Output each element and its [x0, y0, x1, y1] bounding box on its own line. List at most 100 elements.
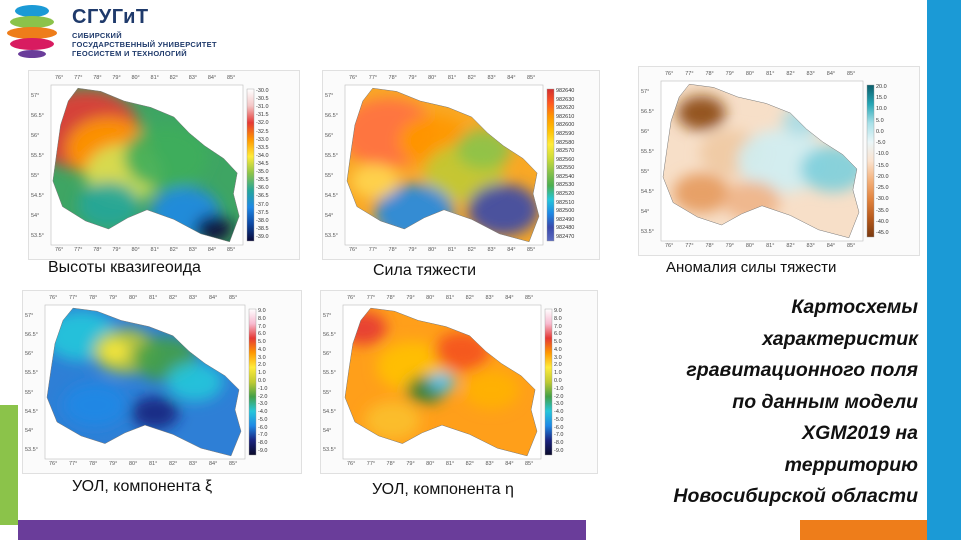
- longitude-tick: 76°: [665, 71, 674, 77]
- longitude-tick: 76°: [347, 295, 356, 301]
- brand-line: ГОСУДАРСТВЕННЫЙ УНИВЕРСИТЕТ: [72, 40, 217, 49]
- colorbar-label: 1.0: [554, 370, 562, 377]
- latitude-tick: 56.5°: [325, 113, 338, 119]
- longitude-tick: 78°: [388, 247, 397, 253]
- latitude-tick: 55.5°: [31, 153, 44, 159]
- longitude-tick: 83°: [188, 75, 198, 81]
- map-caption: Сила тяжести: [373, 262, 477, 279]
- colorbar-label: -6.0: [554, 424, 564, 431]
- colorbar-label: 10.0: [876, 106, 887, 113]
- colorbar-label: 0.0: [876, 128, 884, 135]
- colorbar-label: 15.0: [876, 95, 887, 102]
- longitude-tick: 85°: [227, 75, 236, 81]
- colorbar-label: 982580: [556, 139, 575, 146]
- latitude-tick: 57°: [325, 93, 334, 99]
- colorbar-label: -38.5: [256, 225, 269, 232]
- longitude-tick: 81°: [766, 243, 775, 249]
- colorbar-label: -36.5: [256, 193, 269, 200]
- region-fill: [347, 88, 539, 242]
- colorbar-label: -4.0: [554, 409, 564, 416]
- colorbar-label: 3.0: [554, 354, 562, 361]
- latitude-tick: 53.5°: [31, 233, 44, 239]
- longitude-tick: 76°: [49, 295, 58, 301]
- longitude-tick: 83°: [485, 295, 494, 301]
- colorbar-label: 2.0: [258, 362, 266, 369]
- longitude-tick: 78°: [388, 75, 397, 81]
- map-panel-deflection-eta: 9.0 8.0 7.0 6.0 5.0 4.0 3.0 2.0 1.0 0.0 -1.0 -2.0 -3…: [320, 290, 598, 474]
- longitude-tick: 83°: [189, 461, 198, 467]
- colorbar-label: 9.0: [554, 308, 562, 314]
- longitude-tick: 83°: [487, 75, 496, 81]
- colorbar-label: -31.0: [256, 104, 269, 111]
- longitude-tick: 85°: [527, 75, 536, 81]
- longitude-tick: 80°: [426, 295, 435, 301]
- colorbar-label: -1.0: [554, 385, 564, 392]
- region-outline: [52, 87, 240, 243]
- colorbar-label: -7.0: [258, 432, 268, 439]
- longitude-tick: 82°: [467, 75, 476, 81]
- title-line: Новосибирской области: [673, 485, 918, 507]
- longitude-tick: 82°: [786, 243, 795, 249]
- map-caption: УОЛ, компонента ξ: [72, 478, 213, 495]
- colorbar-label: 4.0: [258, 346, 266, 353]
- colorbar-label: 982470: [556, 234, 575, 240]
- longitude-tick: 77°: [368, 75, 378, 81]
- longitude-tick: 76°: [49, 461, 58, 467]
- map-panel-quasigeoid: -30.0 -30.5 -31.0 -31.5 -32.0 -32.5 -33.0 -33.5…: [28, 70, 300, 260]
- longitude-tick: 82°: [169, 461, 178, 467]
- latitude-tick: 57°: [641, 89, 650, 95]
- region-outline: [662, 83, 860, 239]
- longitude-tick: 85°: [229, 461, 238, 467]
- longitude-tick: 84°: [505, 295, 514, 301]
- right-accent-stripe: [927, 0, 961, 520]
- colorbar-label: -33.5: [256, 144, 269, 151]
- title-line: территорию: [784, 453, 918, 476]
- longitude-tick: 85°: [525, 295, 534, 301]
- field-blob: [63, 382, 127, 428]
- latitude-tick: 56°: [323, 351, 332, 358]
- longitude-tick: 76°: [55, 75, 64, 81]
- field-blob: [131, 396, 179, 430]
- longitude-tick: 84°: [207, 75, 217, 81]
- colorbar: [546, 88, 555, 242]
- longitude-tick: 81°: [447, 75, 457, 81]
- colorbar-label: -4.0: [258, 409, 268, 416]
- slide-title: Картосхемы характеристик гравитационного…: [610, 292, 918, 513]
- longitude-tick: 85°: [229, 295, 238, 301]
- longitude-tick: 76°: [349, 247, 358, 253]
- longitude-tick: 77°: [74, 247, 83, 253]
- colorbar-label: -10.0: [876, 151, 889, 158]
- longitude-tick: 82°: [465, 461, 474, 467]
- colorbar-label: -33.0: [256, 136, 269, 143]
- latitude-tick: 54°: [31, 213, 40, 219]
- latitude-tick: 54°: [323, 427, 332, 434]
- longitude-tick: 79°: [408, 75, 417, 81]
- colorbar-label: 982640: [556, 88, 575, 94]
- longitude-tick: 81°: [445, 461, 455, 467]
- colorbar-label: 2.0: [554, 362, 562, 369]
- field-blob: [77, 181, 140, 229]
- longitude-tick: 76°: [349, 75, 358, 81]
- colorbar-label: -40.0: [876, 218, 889, 225]
- colorbar-label: -30.0: [876, 196, 889, 203]
- colorbar-label: -38.0: [256, 217, 269, 224]
- colorbar-label: -30.5: [256, 96, 269, 103]
- longitude-tick: 79°: [109, 461, 118, 467]
- latitude-tick: 56.5°: [323, 332, 336, 339]
- longitude-tick: 77°: [366, 461, 376, 467]
- longitude-tick: 84°: [507, 247, 516, 253]
- latitude-tick: 55°: [325, 173, 334, 179]
- longitude-tick: 80°: [131, 75, 140, 81]
- university-logo-icon: [7, 5, 57, 58]
- colorbar-label: -6.0: [258, 424, 268, 431]
- colorbar-label: -35.5: [256, 177, 269, 184]
- colorbar-label: 982540: [556, 173, 575, 180]
- map-panel-gravity: 982640 982630 982620 982610 982600 982590 9825…: [322, 70, 600, 260]
- longitude-tick: 83°: [487, 247, 496, 253]
- longitude-tick: 77°: [69, 461, 78, 467]
- region-outline: [46, 307, 242, 457]
- latitude-tick: 53.5°: [25, 447, 38, 453]
- longitude-tick: 81°: [447, 247, 457, 253]
- colorbar: [866, 84, 875, 238]
- longitude-tick: 79°: [109, 295, 118, 301]
